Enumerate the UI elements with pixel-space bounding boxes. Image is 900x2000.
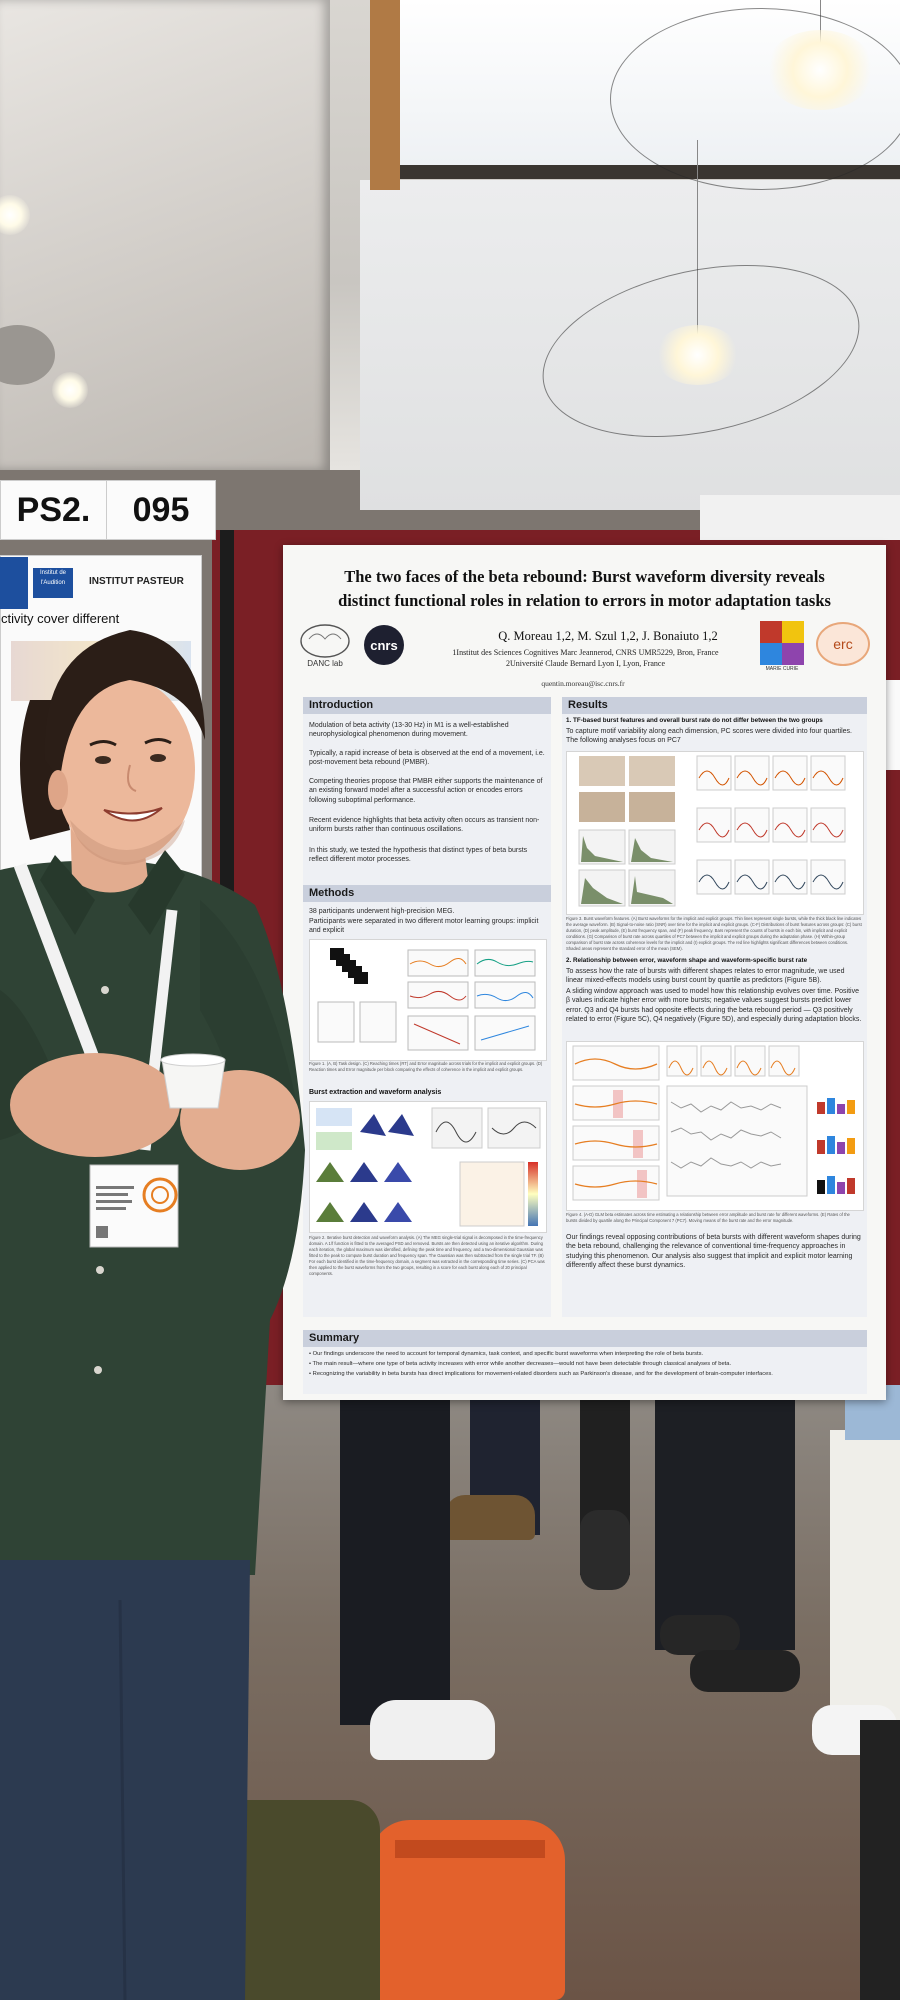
marie-curie-logo (760, 621, 804, 665)
introduction-heading: Introduction (303, 697, 551, 714)
background-person-shoe (445, 1495, 535, 1540)
background-person-pants (830, 1430, 900, 1730)
neighbor-poster: Institut de l'Audition INSTITUT PASTEUR … (0, 555, 202, 907)
neighbor-poster-text: ctivity cover different (1, 611, 120, 626)
intro-paragraph-3: Competing theories propose that PMBR eit… (309, 778, 543, 804)
sign-prefix: PS2. (16, 490, 91, 529)
poster-authors: Q. Moreau 1,2, M. Szul 1,2, J. Bonaiuto … (498, 629, 718, 643)
summary-box: Summary • Our findings underscore the ne… (303, 1330, 867, 1394)
backpack-strap (395, 1840, 545, 1858)
results-paragraph-3: A sliding window approach was used to mo… (566, 988, 862, 1024)
backpack-olive (140, 1800, 380, 2000)
intro-paragraph-4: Recent evidence highlights that beta act… (309, 817, 540, 834)
intro-paragraph-2: Typically, a rapid increase of beta is o… (309, 750, 545, 767)
figure-4-caption: Figure 4. (A-D) GLM beta estimates acros… (566, 1212, 850, 1223)
results-paragraph-1: To capture motif variability along each … (566, 728, 852, 745)
figure-1-caption: Figure 1. (A, B) Task design. (C) Reachi… (309, 1061, 543, 1072)
cnrs-logo: cnrs (364, 625, 404, 665)
figure-3-caption: Figure 3. Burst waveform features. (A) B… (566, 916, 862, 951)
neighbor-poster-blue-block (0, 557, 28, 609)
summary-heading: Summary (303, 1330, 867, 1347)
figure-2-caption: Figure 2. Iterative burst detection and … (309, 1235, 545, 1276)
methods-paragraph-1: 38 participants underwent high-precision… (309, 908, 455, 915)
lamp-wire (697, 140, 698, 340)
figure-2-burst-detection (309, 1101, 547, 1233)
background-person-dark (860, 1720, 900, 2000)
methods-heading: Methods (303, 885, 551, 902)
erc-logo: erc (816, 622, 870, 666)
background-person-legs (655, 1390, 795, 1650)
left-column: Introduction Modulation of beta activity… (303, 697, 551, 1317)
poster-title-line2: distinct functional roles in relation to… (338, 591, 831, 610)
logo-pasteur: INSTITUT PASTEUR (89, 576, 184, 587)
background-person-legs (340, 1395, 450, 1725)
pendant-lamp-bulb (655, 325, 740, 385)
pendant-lamp-bulb (765, 30, 875, 110)
poster-title-line1: The two faces of the beta rebound: Burst… (344, 567, 825, 586)
right-column: Results 1. TF-based burst features and o… (562, 697, 867, 1317)
board-number-sign: 095 (106, 480, 216, 540)
poster-affiliation-2: 2Université Claude Bernard Lyon I, Lyon,… (505, 659, 666, 668)
summary-bullet-3: • Recognizing the variability in beta bu… (309, 1371, 773, 1377)
poster-stand-pole (220, 530, 234, 2000)
figure-4-glm-estimates (566, 1041, 864, 1211)
ceiling-spotlight (52, 372, 88, 408)
logo-audition: Institut de l'Audition (33, 568, 73, 598)
danc-lab-label: DANC lab (307, 659, 343, 668)
summary-bullet-2: • The main result—where one type of beta… (309, 1361, 732, 1367)
methods-paragraph-2: Participants were separated in two diffe… (309, 918, 539, 935)
poster-title: The two faces of the beta rebound: Burst… (283, 565, 886, 613)
intro-paragraph-5: In this study, we tested the hypothesis … (309, 847, 528, 864)
background-person-shoe (690, 1650, 800, 1692)
results-subheading-2: 2. Relationship between error, waveform … (566, 957, 808, 964)
board-number-sign: PS2. (0, 480, 107, 540)
figure-3-burst-features (566, 751, 864, 915)
neighbor-poster-figure (11, 641, 191, 701)
summary-bullet-1: • Our findings underscore the need to ac… (309, 1351, 704, 1357)
danc-lab-logo: DANC lab (297, 621, 353, 671)
marie-curie-label: MARIE CURIE (765, 666, 799, 672)
intro-paragraph-1: Modulation of beta activity (13-30 Hz) i… (309, 722, 509, 739)
background-person-shoe (660, 1615, 740, 1655)
back-wall (360, 180, 900, 510)
results-subheading-1: 1. TF-based burst features and overall b… (566, 717, 823, 724)
background-person-shoe (580, 1510, 630, 1590)
background-person-shoe (370, 1700, 495, 1760)
right-edge-strip (883, 680, 900, 770)
research-poster: The two faces of the beta rebound: Burst… (283, 545, 886, 1400)
pendant-lamp-shade (610, 8, 900, 190)
poster-affiliation-1: 1Institut des Sciences Cognitives Marc J… (452, 648, 719, 657)
results-conclusion: Our findings reveal opposing contributio… (566, 1234, 861, 1270)
sign-number: 095 (132, 490, 190, 529)
poster-email: quentin.moreau@isc.cnrs.fr (541, 679, 625, 688)
right-sign (700, 495, 900, 540)
results-paragraph-2: To assess how the rate of bursts with di… (566, 968, 845, 985)
ceiling-panel (0, 0, 330, 470)
burst-extraction-subheading: Burst extraction and waveform analysis (309, 1089, 442, 1096)
figure-1-task-design (309, 939, 547, 1061)
wooden-beam (370, 0, 400, 190)
results-heading: Results (562, 697, 867, 714)
